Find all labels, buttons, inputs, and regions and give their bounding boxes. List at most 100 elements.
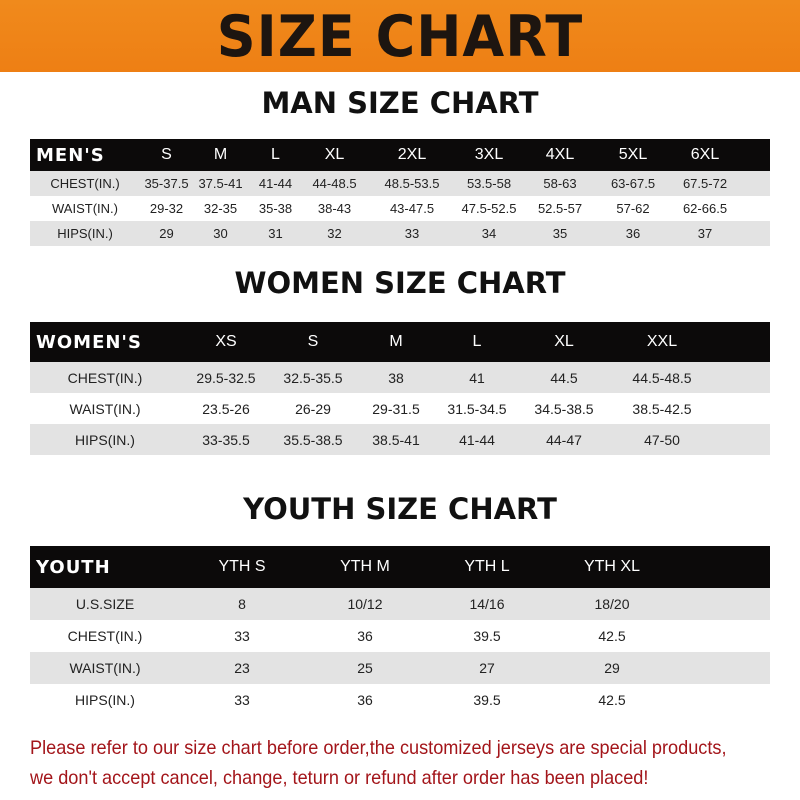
cell: S — [161, 146, 172, 163]
youth-section-title: YOUTH SIZE CHART — [243, 492, 557, 526]
cell: 35-38 — [258, 201, 293, 216]
cell: 47.5-52.5 — [461, 201, 517, 216]
cell: 32.5-35.5 — [283, 369, 343, 386]
cell: 57-62 — [616, 201, 650, 216]
cell: 62-66.5 — [682, 201, 728, 216]
cell: 37 — [697, 226, 713, 241]
table-row: WAIST(IN.) 23.5-26 26-29 29-31.5 31.5-34.5 34… — [30, 393, 770, 424]
cell: 67.5-72 — [682, 176, 728, 191]
table-row: CHEST(IN.) 29.5-32.5 32.5-35.5 38 41 44.5 44.5… — [30, 362, 770, 393]
cell: 32-35 — [203, 201, 238, 216]
cell: XXL — [646, 333, 678, 350]
cell: 47-50 — [644, 431, 680, 448]
cell: YTH M — [340, 558, 390, 575]
notice-line: Please refer to our size chart before or… — [30, 737, 727, 759]
cell: 33 — [234, 692, 250, 708]
cell: 39.5 — [473, 692, 501, 708]
table-row: WAIST(IN.) 23 25 27 29 — [30, 652, 770, 684]
cell: L — [271, 146, 280, 163]
cell: M — [389, 333, 403, 350]
title-banner: SIZE CHART — [0, 0, 800, 72]
cell: 25 — [357, 660, 373, 676]
cell: 2XL — [397, 146, 427, 163]
youth-size-table: YOUTH YTH S YTH M YTH L YTH XL U.S.SIZE 8 10/12… — [30, 546, 770, 716]
row-label: WOMEN'S — [36, 331, 142, 353]
cell: XS — [215, 333, 237, 350]
cell: 34.5-38.5 — [534, 400, 594, 417]
cell: S — [307, 333, 319, 350]
table-row: CHEST(IN.) 33 36 39.5 42.5 — [30, 620, 770, 652]
cell: 42.5 — [598, 628, 626, 644]
cell: 36 — [625, 226, 641, 241]
cell: 41-44 — [258, 176, 293, 191]
table-row: HIPS(IN.) 33-35.5 35.5-38.5 38.5-41 41-44 44-… — [30, 424, 770, 455]
row-label: WAIST(IN.) — [69, 400, 141, 417]
cell: 37.5-41 — [198, 176, 243, 191]
cell: 8 — [238, 596, 246, 612]
cell: XL — [554, 333, 574, 350]
cell: 36 — [357, 628, 373, 644]
men-size-table: MEN'S S M L XL 2XL 3XL 4XL 5XL 6XL CHEST(IN.) 35-37… — [30, 139, 770, 246]
cell: 44-48.5 — [312, 176, 357, 191]
cell: 53.5-58 — [466, 176, 512, 191]
page-title: SIZE CHART — [216, 2, 584, 70]
cell: 23.5-26 — [202, 400, 250, 417]
cell: 44-47 — [546, 431, 582, 448]
table-header-row: YOUTH YTH S YTH M YTH L YTH XL — [30, 546, 770, 588]
cell: 23 — [234, 660, 250, 676]
cell: 29-31.5 — [372, 400, 420, 417]
row-label: CHEST(IN.) — [50, 176, 120, 191]
cell: 38 — [388, 369, 404, 386]
cell: 18/20 — [594, 596, 630, 612]
cell: 3XL — [474, 146, 504, 163]
row-label: YOUTH — [36, 556, 111, 578]
cell: 32 — [327, 226, 342, 241]
cell: 31.5-34.5 — [447, 400, 507, 417]
table-row: WAIST(IN.) 29-32 32-35 35-38 38-43 43-47.5 47.… — [30, 196, 770, 221]
row-label: MEN'S — [36, 144, 105, 166]
men-section-title: MAN SIZE CHART — [261, 86, 539, 120]
cell: 6XL — [690, 146, 720, 163]
row-label: CHEST(IN.) — [67, 628, 143, 644]
cell: 14/16 — [469, 596, 505, 612]
table-row: HIPS(IN.) 29 30 31 32 33 34 35 36 37 — [30, 221, 770, 246]
cell: 35.5-38.5 — [283, 431, 343, 448]
row-label: WAIST(IN.) — [69, 660, 141, 676]
cell: 52.5-57 — [537, 201, 583, 216]
cell: 26-29 — [295, 400, 331, 417]
row-label: HIPS(IN.) — [75, 431, 135, 448]
cell: YTH S — [218, 558, 266, 575]
cell: 36 — [357, 692, 373, 708]
cell: 38.5-41 — [372, 431, 420, 448]
cell: 4XL — [545, 146, 575, 163]
cell: 29 — [604, 660, 620, 676]
cell: 44.5 — [550, 369, 578, 386]
row-label: CHEST(IN.) — [67, 369, 143, 386]
cell: 27 — [479, 660, 495, 676]
cell: 33 — [234, 628, 250, 644]
table-row: U.S.SIZE 8 10/12 14/16 18/20 — [30, 588, 770, 620]
cell: 31 — [268, 226, 283, 241]
row-label: HIPS(IN.) — [57, 226, 113, 241]
cell: 41 — [469, 369, 485, 386]
cell: 33 — [404, 226, 420, 241]
cell: 29 — [159, 226, 174, 241]
cell: 39.5 — [473, 628, 501, 644]
table-header-row: MEN'S S M L XL 2XL 3XL 4XL 5XL 6XL — [30, 139, 770, 171]
order-notice: Please refer to our size chart before or… — [30, 733, 737, 793]
table-row: CHEST(IN.) 35-37.5 37.5-41 41-44 44-48.5 48.5… — [30, 171, 770, 196]
table-header-row: WOMEN'S XS S M L XL XXL — [30, 322, 770, 362]
cell: 29.5-32.5 — [196, 369, 256, 386]
row-label: HIPS(IN.) — [75, 692, 135, 708]
cell: 30 — [213, 226, 228, 241]
cell: 10/12 — [347, 596, 383, 612]
cell: 48.5-53.5 — [384, 176, 440, 191]
cell: 42.5 — [598, 692, 626, 708]
cell: 44.5-48.5 — [632, 369, 692, 386]
cell: 43-47.5 — [389, 201, 435, 216]
women-size-table: WOMEN'S XS S M L XL XXL CHEST(IN.) 29.5-32.5 32.5… — [30, 322, 770, 455]
row-label: WAIST(IN.) — [52, 201, 118, 216]
cell: 63-67.5 — [610, 176, 656, 191]
cell: 34 — [481, 226, 497, 241]
cell: 35-37.5 — [144, 176, 189, 191]
